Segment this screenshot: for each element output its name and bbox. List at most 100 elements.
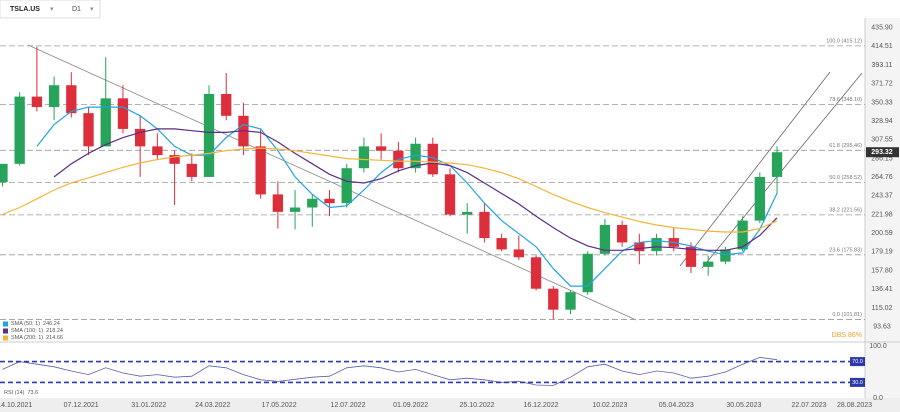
candle-body — [754, 176, 765, 221]
y-tick-label: 350.33 — [871, 99, 893, 106]
x-tick-label: 28.08.2023 — [837, 402, 872, 409]
candle-body — [117, 98, 129, 129]
legend-swatch — [3, 335, 8, 341]
price-axis — [865, 18, 900, 398]
y-tick-label: 264.76 — [871, 174, 893, 181]
symbol[interactable]: TSLA.US — [10, 6, 40, 13]
x-tick-label: 25.10.2022 — [460, 402, 495, 409]
y-tick-label: 179.19 — [871, 249, 893, 256]
dropdown-arrow[interactable]: ▾ — [90, 6, 94, 13]
candle-body — [255, 146, 266, 195]
x-tick-label: 05.04.2023 — [659, 402, 694, 409]
x-tick-label: 12.07.2022 — [330, 402, 365, 409]
level-label: 70.0 — [852, 359, 863, 365]
candle-body — [651, 238, 662, 252]
y-tick-label: 414.51 — [871, 43, 893, 50]
candle-body — [289, 207, 301, 212]
legend-name: RSI (14) — [4, 390, 25, 396]
fib-label: 50.0 (258.52) — [829, 175, 862, 181]
candle-body — [496, 238, 507, 250]
x-tick-label: 24.03.2022 — [195, 402, 230, 409]
y-tick-label: 243.37 — [871, 193, 893, 200]
fib-label: 78.6 (348.10) — [829, 97, 862, 103]
price-tag-label: 293.32 — [871, 149, 893, 156]
x-tick-label: 10.02.2023 — [592, 402, 627, 409]
legend-entry: SMA (50; 1) 246.24 — [11, 321, 60, 327]
candle-body — [358, 146, 370, 169]
candle-body — [685, 246, 697, 267]
candle-body — [720, 249, 731, 262]
y-tick-label: 435.90 — [871, 25, 893, 32]
y-tick-label: 136.41 — [871, 286, 893, 293]
candle-body — [427, 143, 438, 175]
moving-average — [2, 147, 778, 233]
x-tick-label: 14.10.2021 — [0, 402, 32, 409]
x-tick-label: 30.05.2023 — [726, 402, 761, 409]
candle-body — [48, 85, 60, 108]
x-tick-label: 16.12.2022 — [523, 402, 558, 409]
candle-body — [135, 128, 146, 147]
level-label: 30.0 — [852, 380, 863, 386]
y-tick-label: 0.0 — [873, 395, 883, 402]
level-box — [850, 357, 865, 367]
candle-body — [599, 224, 611, 254]
x-tick-label: 22.07.2023 — [791, 402, 826, 409]
candle-body — [100, 98, 111, 147]
y-tick-label: 93.63 — [873, 323, 891, 330]
candle-body — [152, 146, 163, 156]
candle-body — [444, 174, 456, 215]
legend-swatch — [3, 328, 8, 334]
y-tick-label: 221.98 — [871, 211, 893, 218]
legend-value: 214.66 — [46, 335, 63, 341]
candle-body — [272, 194, 284, 212]
y-tick-label: 328.94 — [871, 118, 893, 125]
fib-label: 61.8 (295.46) — [829, 143, 862, 149]
timeframe[interactable]: D1 — [72, 6, 81, 13]
y-tick-label: 393.11 — [872, 62, 893, 69]
candle-body — [375, 146, 387, 151]
indicator-line — [2, 356, 778, 386]
y-tick-label: 307.55 — [871, 137, 893, 144]
y-tick-label: 157.80 — [871, 267, 893, 274]
legend-entry: SMA (100; 1) 218.24 — [11, 328, 63, 334]
y-tick-label: 200.59 — [871, 230, 893, 237]
legend-entry: SMA (200; 1) 214.66 — [11, 335, 63, 341]
candle-body — [186, 163, 197, 177]
candle-body — [307, 198, 318, 208]
legend-value: 246.24 — [43, 321, 60, 327]
moving-average — [53, 128, 778, 251]
candle-body — [462, 211, 473, 215]
legend-name: SMA (50; 1) — [11, 321, 40, 327]
y-tick-label: 371.72 — [871, 81, 893, 88]
toolbar — [0, 0, 101, 19]
legend-name: SMA (100; 1) — [11, 328, 43, 334]
candle-body — [771, 152, 783, 177]
candle-body — [582, 253, 593, 293]
y-tick-label: 100.0 — [869, 343, 887, 350]
plot-area — [0, 45, 865, 386]
indicator-legend: RSI (14) 73.6 — [4, 390, 38, 396]
candle-body — [0, 163, 8, 183]
candle-body — [410, 143, 421, 169]
candle-body — [31, 96, 43, 108]
candle-body — [530, 257, 542, 289]
candle-body — [634, 242, 645, 252]
y-tick-label: 115.02 — [872, 305, 893, 312]
candle-body — [14, 96, 25, 164]
candle-body — [341, 168, 352, 204]
time-axis — [0, 398, 900, 412]
fib-label: 38.2 (221.56) — [829, 207, 862, 213]
candle-body — [737, 220, 748, 250]
note: DBS 86% — [832, 332, 862, 339]
candle-body — [169, 155, 180, 164]
level-box — [850, 377, 865, 387]
fib-label: 23.6 (175.83) — [829, 247, 862, 253]
candle-body — [324, 198, 335, 204]
price-tag — [866, 147, 899, 158]
legend-name: SMA (200; 1) — [11, 335, 43, 341]
candle-body — [203, 93, 215, 177]
dropdown-arrow[interactable]: ▾ — [50, 6, 54, 13]
candle-body — [221, 93, 232, 116]
moving-average — [36, 106, 778, 287]
